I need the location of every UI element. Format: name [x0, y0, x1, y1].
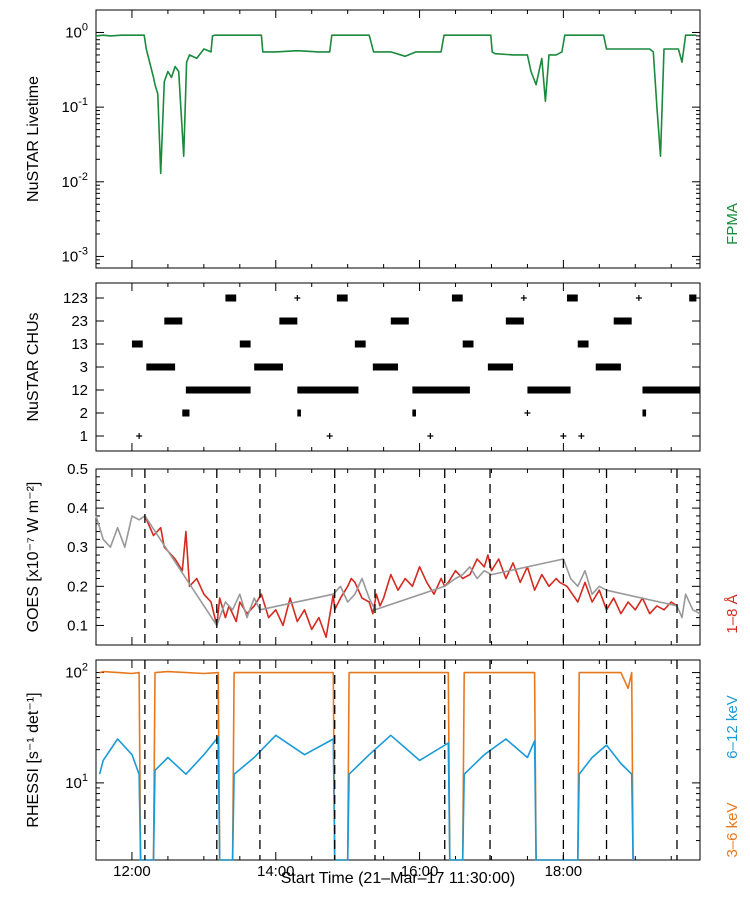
chu-segment-13	[462, 340, 474, 348]
rhessi-ylabel: RHESSI [s⁻¹ det⁻¹]	[25, 692, 42, 827]
chu-point-1	[136, 433, 143, 439]
goes-ytick-label: 0.2	[67, 578, 88, 595]
livetime-ytick-label: 10-1	[62, 96, 88, 116]
chus-ytick-label: 2	[80, 405, 88, 422]
chus-ytick-label: 3	[80, 359, 88, 376]
goes-ytick-label: 0.5	[67, 461, 88, 478]
goes-series-1-8-observed-	[144, 515, 678, 639]
chu-segment-13	[239, 340, 251, 348]
chu-segment-12	[412, 386, 470, 394]
chu-segment-13	[131, 340, 143, 348]
goes-series-1-8-gap-	[95, 515, 701, 627]
rhessi-series-6-12-kev	[98, 734, 634, 861]
rhessi-ytick-label: 101	[65, 772, 88, 792]
chu-segment-12	[642, 386, 700, 394]
goes-ylabel: GOES [x10⁻⁷ W m⁻²]	[25, 482, 42, 633]
goes-ytick-label: 0.4	[67, 500, 88, 517]
chu-segment-2	[642, 409, 647, 417]
chus-ytick-label: 13	[71, 336, 88, 353]
chu-segment-23	[505, 317, 524, 325]
chus-ylabel: NuSTAR CHUs	[25, 312, 42, 421]
chu-segment-3	[595, 363, 621, 371]
panel-livetime-frame	[95, 9, 701, 269]
chu-segment-3	[254, 363, 283, 371]
chu-segment-2	[297, 409, 301, 417]
chu-segment-2	[182, 409, 190, 417]
chu-segment-13	[354, 340, 366, 348]
chu-segment-123	[451, 294, 463, 302]
livetime-ytick-label: 10-3	[62, 245, 88, 265]
panel-livetime: NuSTAR Livetime FPMA 100 10-1 10-2 10-3	[25, 9, 741, 269]
goes-ytick-label: 0.3	[67, 539, 88, 556]
chu-point-123	[520, 295, 527, 301]
chu-segment-3	[487, 363, 514, 371]
panel-rhessi: RHESSI [s⁻¹ det⁻¹] 6–12 keV 3–6 keV 102 1…	[25, 659, 741, 861]
rhessi-legend-6-12kev: 6–12 keV	[724, 695, 741, 758]
chu-segment-23	[279, 317, 298, 325]
livetime-ytick-label: 10-2	[62, 171, 88, 191]
livetime-series-fpma	[95, 34, 697, 175]
goes-ytick-label: 0.1	[67, 617, 88, 634]
chu-point-123	[294, 295, 301, 301]
chu-segment-123	[336, 294, 348, 302]
chu-segment-123	[689, 294, 697, 302]
chu-segment-13	[577, 340, 589, 348]
x-axis-title: Start Time (21–Mar–17 11:30:00)	[281, 870, 516, 887]
chu-segment-12	[185, 386, 251, 394]
chu-segment-23	[164, 317, 183, 325]
chus-ytick-label: 123	[63, 290, 88, 307]
chu-segment-12	[297, 386, 359, 394]
panel-goes: GOES [x10⁻⁷ W m⁻²] 1–8 Å 0.1 0.2 0.3 0.4 0.5	[25, 461, 741, 646]
rhessi-series-3-6-kev	[99, 670, 634, 861]
chus-ytick-label: 1	[80, 428, 88, 445]
goes-legend-label: 1–8 Å	[724, 594, 741, 633]
x-tick-label: 12:00	[113, 863, 151, 880]
x-tick-label: 14:00	[257, 863, 295, 880]
chu-segment-23	[613, 317, 632, 325]
chu-point-2	[524, 410, 531, 416]
panel-rhessi-frame	[95, 659, 701, 861]
chus-ytick-label: 23	[71, 313, 88, 330]
chu-point-1	[560, 433, 567, 439]
livetime-ytick-label: 100	[65, 21, 88, 41]
chu-segment-3	[372, 363, 398, 371]
chu-segment-3	[146, 363, 176, 371]
chus-ytick-label: 12	[71, 382, 88, 399]
chu-point-123	[635, 295, 642, 301]
chu-segment-2	[412, 409, 416, 417]
panel-goes-frame	[95, 468, 701, 646]
x-tick-label: 18:00	[545, 863, 583, 880]
chu-point-1	[427, 433, 434, 439]
rhessi-legend-3-6kev: 3–6 keV	[724, 802, 741, 857]
fpma-legend-label: FPMA	[724, 203, 741, 245]
x-tick-label: 16:00	[401, 863, 439, 880]
livetime-ylabel: NuSTAR Livetime	[25, 76, 42, 202]
chu-segment-123	[225, 294, 237, 302]
chu-segment-123	[566, 294, 578, 302]
chu-point-1	[578, 433, 585, 439]
chu-segment-23	[390, 317, 409, 325]
rhessi-ytick-label: 102	[65, 662, 88, 682]
chu-point-1	[326, 433, 333, 439]
chu-segment-12	[527, 386, 571, 394]
